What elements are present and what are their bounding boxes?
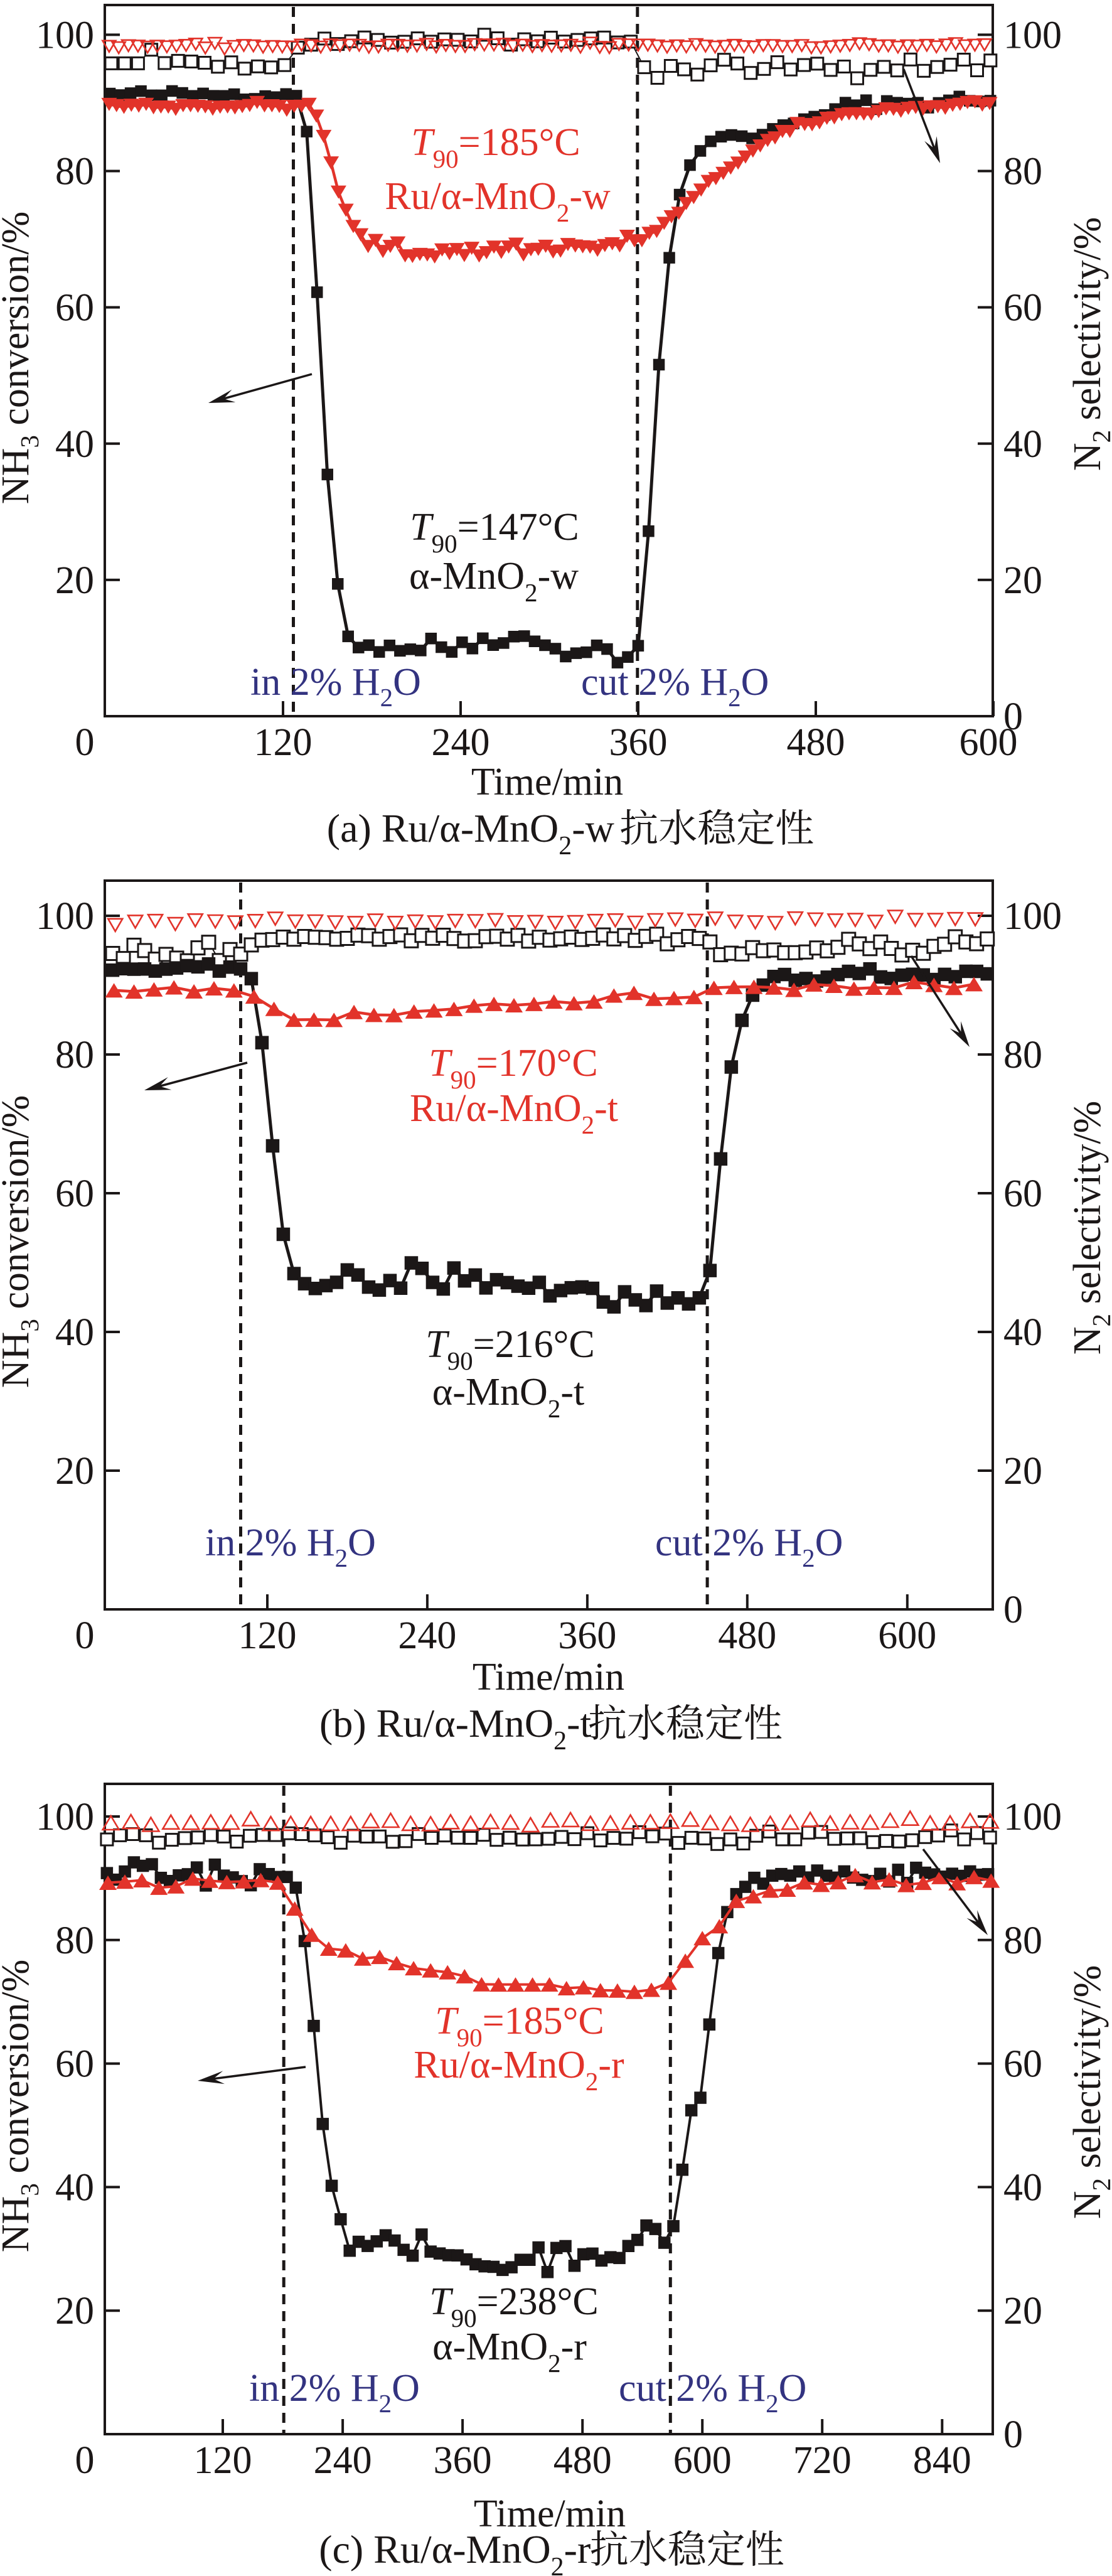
svg-text:N2 selectivity/%: N2 selectivity/% (1066, 1101, 1112, 1355)
svg-text:100: 100 (36, 895, 94, 938)
svg-text:T90=238°C: T90=238°C (429, 2280, 599, 2332)
svg-text:(c) Ru/α-MnO2-r: (c) Ru/α-MnO2-r (319, 2527, 591, 2576)
svg-text:120: 120 (194, 2439, 252, 2482)
svg-text:N2 selectivity/%: N2 selectivity/% (1066, 1965, 1112, 2219)
svg-text:40: 40 (55, 1311, 94, 1354)
svg-text:20: 20 (55, 559, 94, 602)
svg-text:40: 40 (1003, 1311, 1042, 1354)
svg-text:in 2% H2O: in 2% H2O (205, 1521, 376, 1572)
svg-text:0: 0 (75, 2439, 95, 2482)
svg-text:0: 0 (1003, 2413, 1023, 2456)
svg-text:T90=185°C: T90=185°C (411, 121, 580, 173)
svg-text:120: 120 (254, 721, 313, 764)
svg-text:100: 100 (36, 1796, 94, 1838)
svg-text:360: 360 (558, 1614, 616, 1657)
svg-text:80: 80 (1003, 151, 1042, 193)
svg-text:0: 0 (75, 721, 95, 764)
svg-text:60: 60 (1003, 287, 1042, 330)
svg-text:T90=170°C: T90=170°C (429, 1042, 598, 1094)
svg-text:T90=216°C: T90=216°C (425, 1323, 595, 1375)
svg-text:in 2% H2O: in 2% H2O (249, 2367, 420, 2418)
svg-text:NH3 conversion/%: NH3 conversion/% (0, 1095, 44, 1388)
svg-text:100: 100 (1003, 895, 1062, 938)
svg-text:60: 60 (55, 287, 94, 330)
svg-text:60: 60 (55, 2043, 94, 2086)
svg-text:240: 240 (432, 721, 490, 764)
svg-text:0: 0 (75, 1614, 95, 1657)
svg-text:240: 240 (314, 2439, 372, 2482)
svg-text:480: 480 (553, 2439, 612, 2482)
svg-text:20: 20 (1003, 1450, 1042, 1493)
svg-text:720: 720 (793, 2439, 852, 2482)
svg-text:20: 20 (55, 2290, 94, 2332)
svg-text:60: 60 (1003, 2043, 1042, 2086)
svg-text:40: 40 (55, 2166, 94, 2209)
svg-text:20: 20 (1003, 559, 1042, 602)
svg-text:80: 80 (1003, 1034, 1042, 1076)
svg-text:100: 100 (1003, 14, 1062, 56)
svg-text:80: 80 (1003, 1919, 1042, 1962)
svg-text:360: 360 (434, 2439, 492, 2482)
svg-text:Time/min: Time/min (471, 761, 623, 803)
svg-text:40: 40 (1003, 423, 1042, 466)
svg-text:840: 840 (913, 2439, 971, 2482)
svg-text:0: 0 (1003, 695, 1023, 738)
svg-text:20: 20 (1003, 2290, 1042, 2332)
svg-text:480: 480 (787, 721, 845, 764)
svg-text:120: 120 (238, 1614, 297, 1657)
svg-text:80: 80 (55, 1034, 94, 1076)
svg-text:T90=185°C: T90=185°C (435, 2000, 604, 2052)
svg-text:600: 600 (878, 1614, 936, 1657)
svg-text:Time/min: Time/min (474, 2493, 626, 2535)
svg-text:100: 100 (1003, 1796, 1062, 1838)
svg-text:T90=147°C: T90=147°C (410, 506, 579, 558)
svg-text:40: 40 (1003, 2166, 1042, 2209)
svg-text:600: 600 (673, 2439, 732, 2482)
svg-text:60: 60 (55, 1173, 94, 1215)
svg-text:40: 40 (55, 423, 94, 466)
svg-text:240: 240 (398, 1614, 456, 1657)
svg-text:Time/min: Time/min (473, 1656, 624, 1699)
svg-text:in 2% H2O: in 2% H2O (250, 661, 421, 712)
svg-text:80: 80 (55, 1919, 94, 1962)
svg-text:480: 480 (718, 1614, 776, 1657)
svg-text:60: 60 (1003, 1173, 1042, 1215)
svg-text:NH3 conversion/%: NH3 conversion/% (0, 1960, 44, 2252)
svg-text:80: 80 (55, 151, 94, 193)
svg-text:360: 360 (609, 721, 668, 764)
svg-text:20: 20 (55, 1450, 94, 1493)
svg-text:NH3 conversion/%: NH3 conversion/% (0, 212, 44, 504)
svg-text:100: 100 (36, 14, 94, 56)
svg-text:600: 600 (960, 721, 1018, 764)
svg-text:N2 selectivity/%: N2 selectivity/% (1066, 217, 1112, 471)
svg-text:0: 0 (1003, 1589, 1023, 1631)
